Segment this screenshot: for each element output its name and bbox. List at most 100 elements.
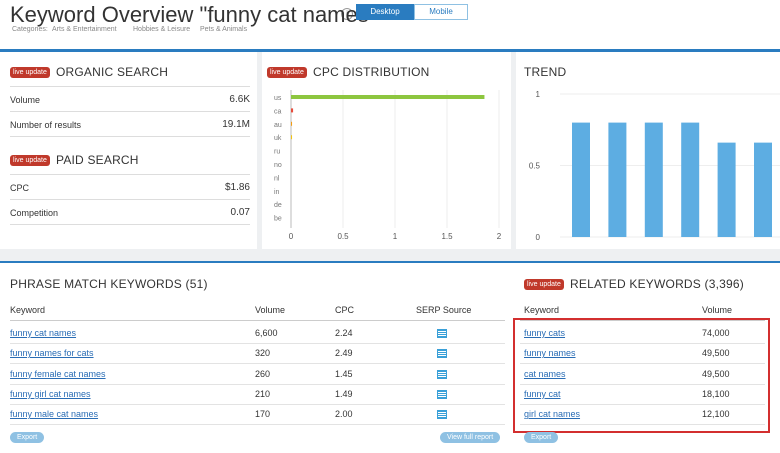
serp-icon[interactable] [437,349,447,359]
category: Hobbies & Leisure [133,26,191,33]
row-rule [10,403,505,405]
category: Arts & Entertainment [52,26,117,33]
y-tick-label: 0 [536,233,541,242]
bar [717,142,736,237]
bar [681,122,700,237]
column-header: SERP Source [416,305,472,315]
bar [291,135,293,140]
info-icon[interactable]: i [341,8,353,20]
bar [644,122,663,237]
category: Pets & Animals [200,26,248,33]
volume: 18,100 [702,388,730,399]
export-button[interactable]: Export [524,432,559,443]
y-tick-label: ru [274,149,280,156]
metric-label: Competition [10,208,59,218]
x-tick-label: 1.5 [441,232,453,241]
badge: live update [10,155,50,166]
row-rule [10,343,505,344]
keyword-link[interactable]: funny cats [524,328,566,338]
keyword-link[interactable]: funny girl cat names [10,388,91,399]
volume: 210 [255,388,271,399]
y-tick-label: nl [274,175,280,182]
bar [572,122,590,237]
volume: 320 [255,348,271,359]
row-rule [10,199,250,200]
y-tick-label: 1 [536,90,541,99]
badge: live update [524,279,564,290]
keyword-link[interactable]: funny names for cats [10,348,94,359]
bar [291,95,485,99]
metric-value: $1.86 [224,182,250,193]
categories-label: Categories: [12,26,48,33]
row-rule [520,403,765,405]
volume: 12,100 [702,409,730,420]
panel-title: CPC DISTRIBUTION [313,65,430,79]
panel-title: PHRASE MATCH KEYWORDS (51) [10,277,208,291]
highlight-box [513,318,770,433]
device-button[interactable]: Mobile [414,4,468,20]
y-tick-label: uk [274,135,282,142]
row-rule [10,86,250,87]
full-report-button[interactable]: View full report [440,432,501,443]
divider [257,52,262,249]
volume: 260 [255,368,271,379]
keyword-link[interactable]: funny female cat names [10,368,106,379]
bar [291,121,293,126]
y-tick-label: no [274,162,282,169]
y-tick-label: in [274,189,280,196]
x-tick-label: 1 [393,232,398,241]
cpc: 2.00 [335,409,353,420]
keyword-link[interactable]: funny cat [524,388,561,399]
section-gap [0,249,780,261]
metric-value: 19.1M [222,119,250,130]
divider [511,52,516,249]
volume: 49,500 [702,348,730,359]
bar [754,142,772,237]
panel-title: TREND [524,65,567,79]
volume: 170 [255,409,271,420]
metric-label: Number of results [10,120,82,130]
serp-icon[interactable] [437,389,447,399]
keyword-link[interactable]: cat names [524,368,566,379]
row-rule [10,224,250,225]
badge: live update [10,67,50,78]
cpc: 1.49 [335,388,353,399]
column-header: CPC [335,305,355,315]
header-rule [0,49,780,52]
row-rule [10,320,505,321]
column-header: Volume [255,305,286,315]
device-button[interactable]: Desktop [356,4,414,20]
row-rule [520,363,765,365]
metric-label: CPC [10,183,30,193]
export-button[interactable]: Export [10,432,45,443]
row-rule [10,363,505,365]
volume: 6,600 [255,328,278,338]
row-rule [10,136,250,137]
column-header: Volume [702,305,733,315]
serp-icon[interactable] [437,329,447,338]
page-title: Keyword Overview "funny cat names" [10,2,377,27]
column-header: Keyword [10,305,46,315]
volume: 49,500 [702,368,730,379]
x-tick-label: 2 [497,232,502,241]
keyword-link[interactable]: funny names [524,348,576,359]
panel-title: RELATED KEYWORDS (3,396) [570,277,744,291]
row-rule [520,320,765,321]
row-rule [520,424,765,426]
row-rule [10,424,505,426]
keyword-link[interactable]: funny male cat names [10,409,99,420]
serp-icon[interactable] [437,369,447,379]
cpc: 1.45 [335,368,353,379]
row-rule [10,111,250,112]
serp-icon[interactable] [437,410,447,420]
badge: live update [267,67,307,78]
cpc: 2.24 [335,328,353,338]
keyword-link[interactable]: funny cat names [10,328,77,338]
bar [608,122,627,237]
column-header: Keyword [524,305,560,315]
panel-title: ORGANIC SEARCH [56,65,169,79]
keyword-link[interactable]: girl cat names [524,409,581,420]
section-rule [0,261,780,263]
metric-value: 0.07 [230,207,250,218]
y-tick-label: au [274,122,282,129]
